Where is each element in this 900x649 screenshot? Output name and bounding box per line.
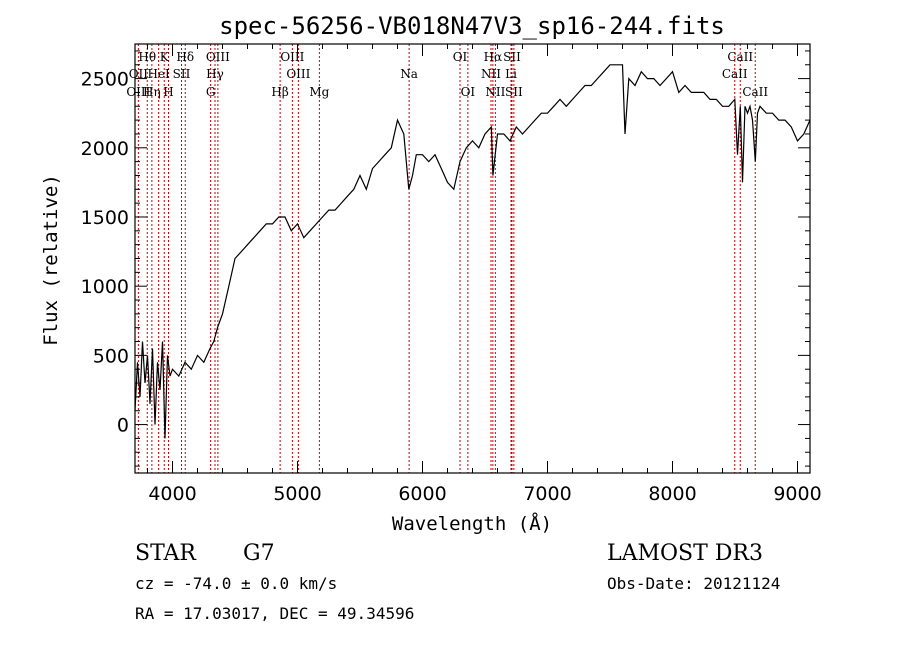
line-label: SII — [505, 85, 523, 99]
line-label: Hα — [484, 50, 503, 64]
line-markers — [137, 44, 756, 473]
x-tick-label: 6000 — [398, 483, 446, 505]
line-label: OIII — [286, 67, 310, 81]
line-label: OIII — [206, 50, 230, 64]
line-label: Hθ — [138, 50, 156, 64]
y-tick-label: 2000 — [81, 138, 129, 160]
plot-frame — [134, 43, 811, 474]
line-label: OIII — [126, 85, 150, 99]
line-label: CaII — [722, 67, 748, 81]
line-label: NII — [485, 85, 505, 99]
line-label: CaII — [742, 85, 768, 99]
line-label: OI — [453, 50, 468, 64]
x-tick-label: 4000 — [148, 483, 196, 505]
line-label: OI — [461, 85, 476, 99]
coordinates: RA = 17.03017, DEC = 49.34596 — [135, 604, 414, 623]
survey-name: LAMOST DR3 — [607, 541, 763, 566]
x-tick-label: 8000 — [648, 483, 696, 505]
line-label: HeI — [147, 67, 170, 81]
chart-title: spec-56256-VB018N47V3_sp16-244.fits — [219, 12, 725, 40]
line-label: OIII — [280, 50, 304, 64]
y-tick-label: 2500 — [81, 69, 129, 91]
y-tick-label: 500 — [93, 345, 129, 367]
plot-area — [134, 64, 811, 439]
line-label: NII — [481, 67, 501, 81]
line-label: Hγ — [206, 67, 224, 81]
y-tick-label: 1500 — [81, 207, 129, 229]
x-tick-label: 5000 — [273, 483, 321, 505]
y-axis-label: Flux (relative) — [40, 174, 62, 346]
axis-ticks: 4000 5000 6000 7000 8000 9000 0 500 1000 1500 2000… — [81, 44, 822, 505]
line-label: Mg — [309, 85, 329, 99]
line-label: Li — [505, 67, 517, 81]
line-label: Hβ — [271, 85, 288, 99]
x-tick-label: 7000 — [523, 483, 571, 505]
line-label: Hδ — [176, 50, 194, 64]
line-label: Hη — [143, 85, 161, 99]
line-label: CaII — [727, 50, 753, 64]
line-label: Na — [400, 67, 418, 81]
redshift-text: cz = -74.0 ± 0.0 km/s — [135, 574, 337, 593]
line-label: OII — [129, 67, 149, 81]
y-tick-label: 1000 — [81, 276, 129, 298]
line-label: SII — [173, 67, 191, 81]
x-tick-label: 9000 — [773, 483, 821, 505]
x-axis-label: Wavelength (Å) — [392, 512, 552, 535]
spectrum-line — [134, 64, 811, 439]
line-label: G — [206, 85, 216, 99]
line-label: H — [163, 85, 173, 99]
y-tick-label: 0 — [117, 415, 129, 437]
object-type: STAR — [135, 541, 197, 566]
line-label: SII — [503, 50, 521, 64]
obs-date: Obs-Date: 20121124 — [607, 574, 780, 593]
spectral-subclass: G7 — [243, 541, 275, 566]
line-label: K — [160, 50, 170, 64]
